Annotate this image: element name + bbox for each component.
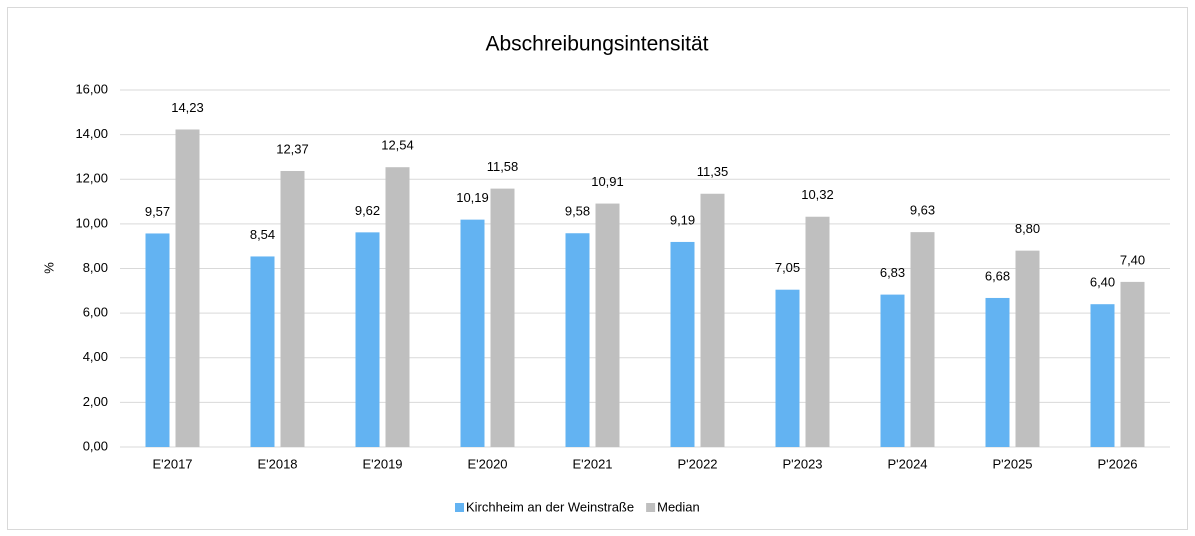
- data-label: 10,91: [591, 174, 624, 189]
- bar: [775, 289, 800, 447]
- bar: [1120, 281, 1145, 447]
- chart-title: Abschreibungsintensität: [486, 33, 709, 56]
- data-label: 9,19: [670, 212, 695, 227]
- legend-label: Kirchheim an der Weinstraße: [466, 499, 634, 514]
- bar: [385, 167, 410, 448]
- y-tick-label: 4,00: [83, 349, 108, 364]
- data-label: 7,40: [1120, 252, 1145, 267]
- x-tick-label: E'2017: [152, 456, 192, 471]
- bar: [280, 170, 305, 447]
- data-label: 11,35: [697, 164, 729, 179]
- y-tick-label: 16,00: [75, 81, 108, 96]
- bar: [1090, 304, 1115, 447]
- x-tick-label: P'2025: [992, 456, 1032, 471]
- data-label: 14,23: [171, 100, 204, 115]
- x-tick-label: E'2019: [362, 456, 402, 471]
- data-label: 10,19: [456, 190, 489, 205]
- legend-swatch: [646, 503, 656, 512]
- y-tick-label: 2,00: [83, 394, 108, 409]
- x-tick-label: P'2026: [1097, 456, 1137, 471]
- bar: [700, 193, 725, 447]
- y-tick-label: 14,00: [75, 126, 108, 141]
- data-label: 6,68: [985, 268, 1010, 283]
- bar: [565, 233, 590, 447]
- y-tick-label: 12,00: [75, 171, 108, 186]
- x-tick-label: P'2022: [677, 456, 717, 471]
- data-label: 9,57: [145, 204, 170, 219]
- bar: [880, 294, 905, 447]
- bar: [460, 219, 485, 447]
- x-tick-label: P'2023: [782, 456, 822, 471]
- y-tick-label: 10,00: [75, 215, 108, 230]
- x-tick-label: P'2024: [887, 456, 927, 471]
- x-tick-label: E'2020: [467, 456, 507, 471]
- data-label: 6,40: [1090, 275, 1115, 290]
- data-label: 11,58: [487, 159, 519, 174]
- bar: [805, 216, 830, 447]
- data-label: 12,54: [381, 138, 414, 153]
- bar: [250, 256, 275, 447]
- y-tick-label: 6,00: [83, 305, 108, 320]
- data-label: 8,54: [250, 227, 275, 242]
- bar: [670, 241, 695, 447]
- y-tick-label: 8,00: [83, 260, 108, 275]
- data-label: 8,80: [1015, 221, 1040, 236]
- legend-label: Median: [657, 499, 700, 514]
- legend-swatch: [455, 503, 464, 512]
- bar: [985, 297, 1010, 447]
- data-label: 9,58: [565, 204, 590, 219]
- bar: [910, 232, 935, 447]
- data-label: 9,62: [355, 203, 380, 218]
- y-axis-label: %: [41, 262, 56, 274]
- x-tick-label: E'2018: [257, 456, 297, 471]
- data-label: 12,37: [276, 141, 309, 156]
- bar: [355, 232, 380, 447]
- bar: [595, 203, 620, 447]
- data-label: 10,32: [801, 187, 834, 202]
- bar: [1015, 250, 1040, 447]
- y-tick-label: 0,00: [83, 438, 108, 453]
- bar: [490, 188, 515, 447]
- x-tick-label: E'2021: [572, 456, 612, 471]
- bar: [175, 129, 200, 448]
- data-label: 6,83: [880, 265, 905, 280]
- bar: [145, 233, 170, 447]
- data-label: 7,05: [775, 260, 800, 275]
- data-label: 9,63: [910, 203, 935, 218]
